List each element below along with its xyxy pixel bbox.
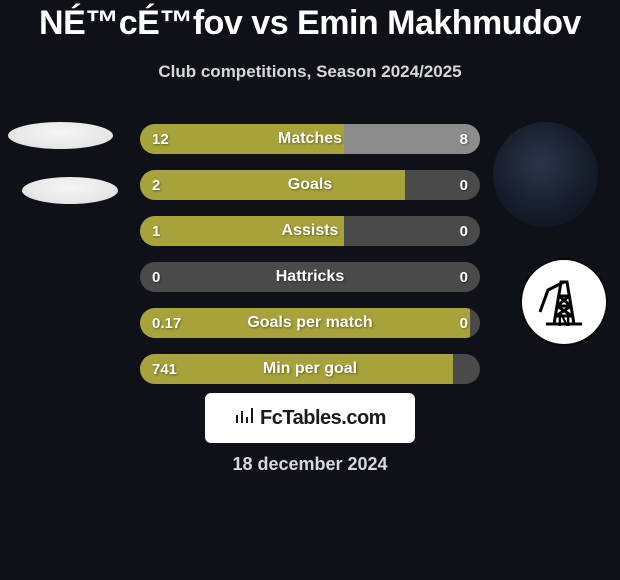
player2-club-logo: N (520, 258, 608, 346)
comparison-title: NÉ™cÉ™fov vs Emin Makhmudov (0, 4, 620, 43)
stat-label: Hattricks (140, 262, 480, 292)
stat-row: 128Matches (140, 124, 480, 154)
stats-container: 128Matches20Goals10Assists00Hattricks0.1… (140, 124, 480, 400)
stat-bar-right (344, 124, 480, 154)
stat-row: 0.170Goals per match (140, 308, 480, 338)
stat-value-left: 0 (152, 262, 160, 292)
stat-value-right: 0 (460, 170, 468, 200)
player2-avatar (493, 122, 598, 227)
player1-club-placeholder (22, 177, 118, 204)
svg-text:N: N (558, 310, 571, 330)
player1-avatar-placeholder (8, 122, 113, 149)
comparison-subtitle: Club competitions, Season 2024/2025 (0, 62, 620, 82)
stat-row: 20Goals (140, 170, 480, 200)
stat-bar-left (140, 124, 344, 154)
footer-date: 18 december 2024 (0, 454, 620, 475)
oil-derrick-icon: N (534, 272, 594, 332)
stat-bar-left (140, 216, 344, 246)
stat-row: 741Min per goal (140, 354, 480, 384)
branding-text: FcTables.com (260, 407, 386, 430)
stat-row: 0 0Hattricks (140, 262, 480, 292)
stat-row: 10Assists (140, 216, 480, 246)
stat-bar-left (140, 354, 453, 384)
stat-value-right: 0 (460, 262, 468, 292)
stat-bar-left (140, 170, 405, 200)
stat-value-right: 0 (460, 216, 468, 246)
branding-badge: FcTables.com (205, 393, 415, 443)
stat-bar-left (140, 308, 470, 338)
branding-icon (234, 405, 256, 432)
